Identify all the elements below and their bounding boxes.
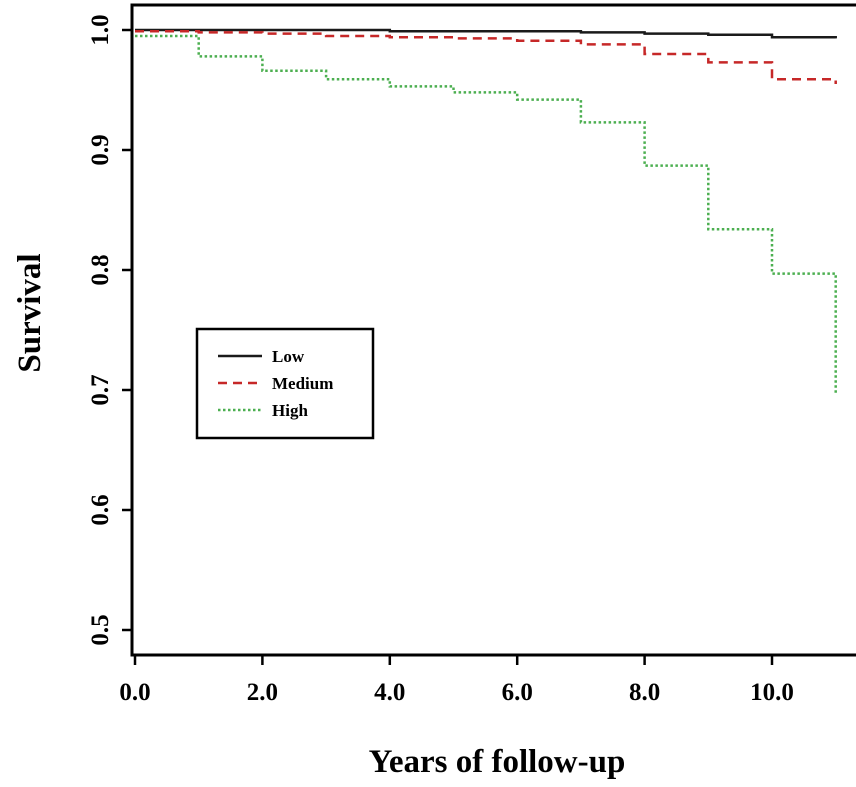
series-medium-line (135, 29, 837, 84)
legend-label-high: High (272, 401, 308, 420)
y-tick-label: 0.6 (87, 494, 114, 525)
y-tick-label: 1.0 (87, 14, 114, 45)
x-axis: 0.0 2.0 4.0 6.0 8.0 10.0 (119, 655, 794, 706)
y-tick-label: 0.9 (87, 134, 114, 165)
plot-frame (130, 3, 856, 657)
y-tick-label: 0.7 (87, 374, 114, 405)
series-low-line (135, 28, 837, 39)
legend-label-low: Low (272, 347, 305, 366)
x-tick-label: 4.0 (374, 679, 405, 706)
y-axis: 0.5 0.6 0.7 0.8 0.9 1.0 (87, 14, 132, 646)
y-axis-title: Survival (12, 253, 48, 372)
x-tick-label: 6.0 (502, 679, 533, 706)
legend: Low Medium High (195, 327, 375, 440)
x-tick-label: 10.0 (750, 679, 794, 706)
x-tick-label: 2.0 (247, 679, 278, 706)
series-high-line (135, 34, 837, 394)
series-layer (135, 28, 837, 394)
x-axis-title: Years of follow-up (369, 744, 626, 780)
x-tick-label: 8.0 (629, 679, 660, 706)
legend-label-medium: Medium (272, 374, 333, 393)
y-tick-label: 0.5 (87, 614, 114, 645)
x-tick-label: 0.0 (119, 679, 150, 706)
y-tick-label: 0.8 (87, 254, 114, 285)
